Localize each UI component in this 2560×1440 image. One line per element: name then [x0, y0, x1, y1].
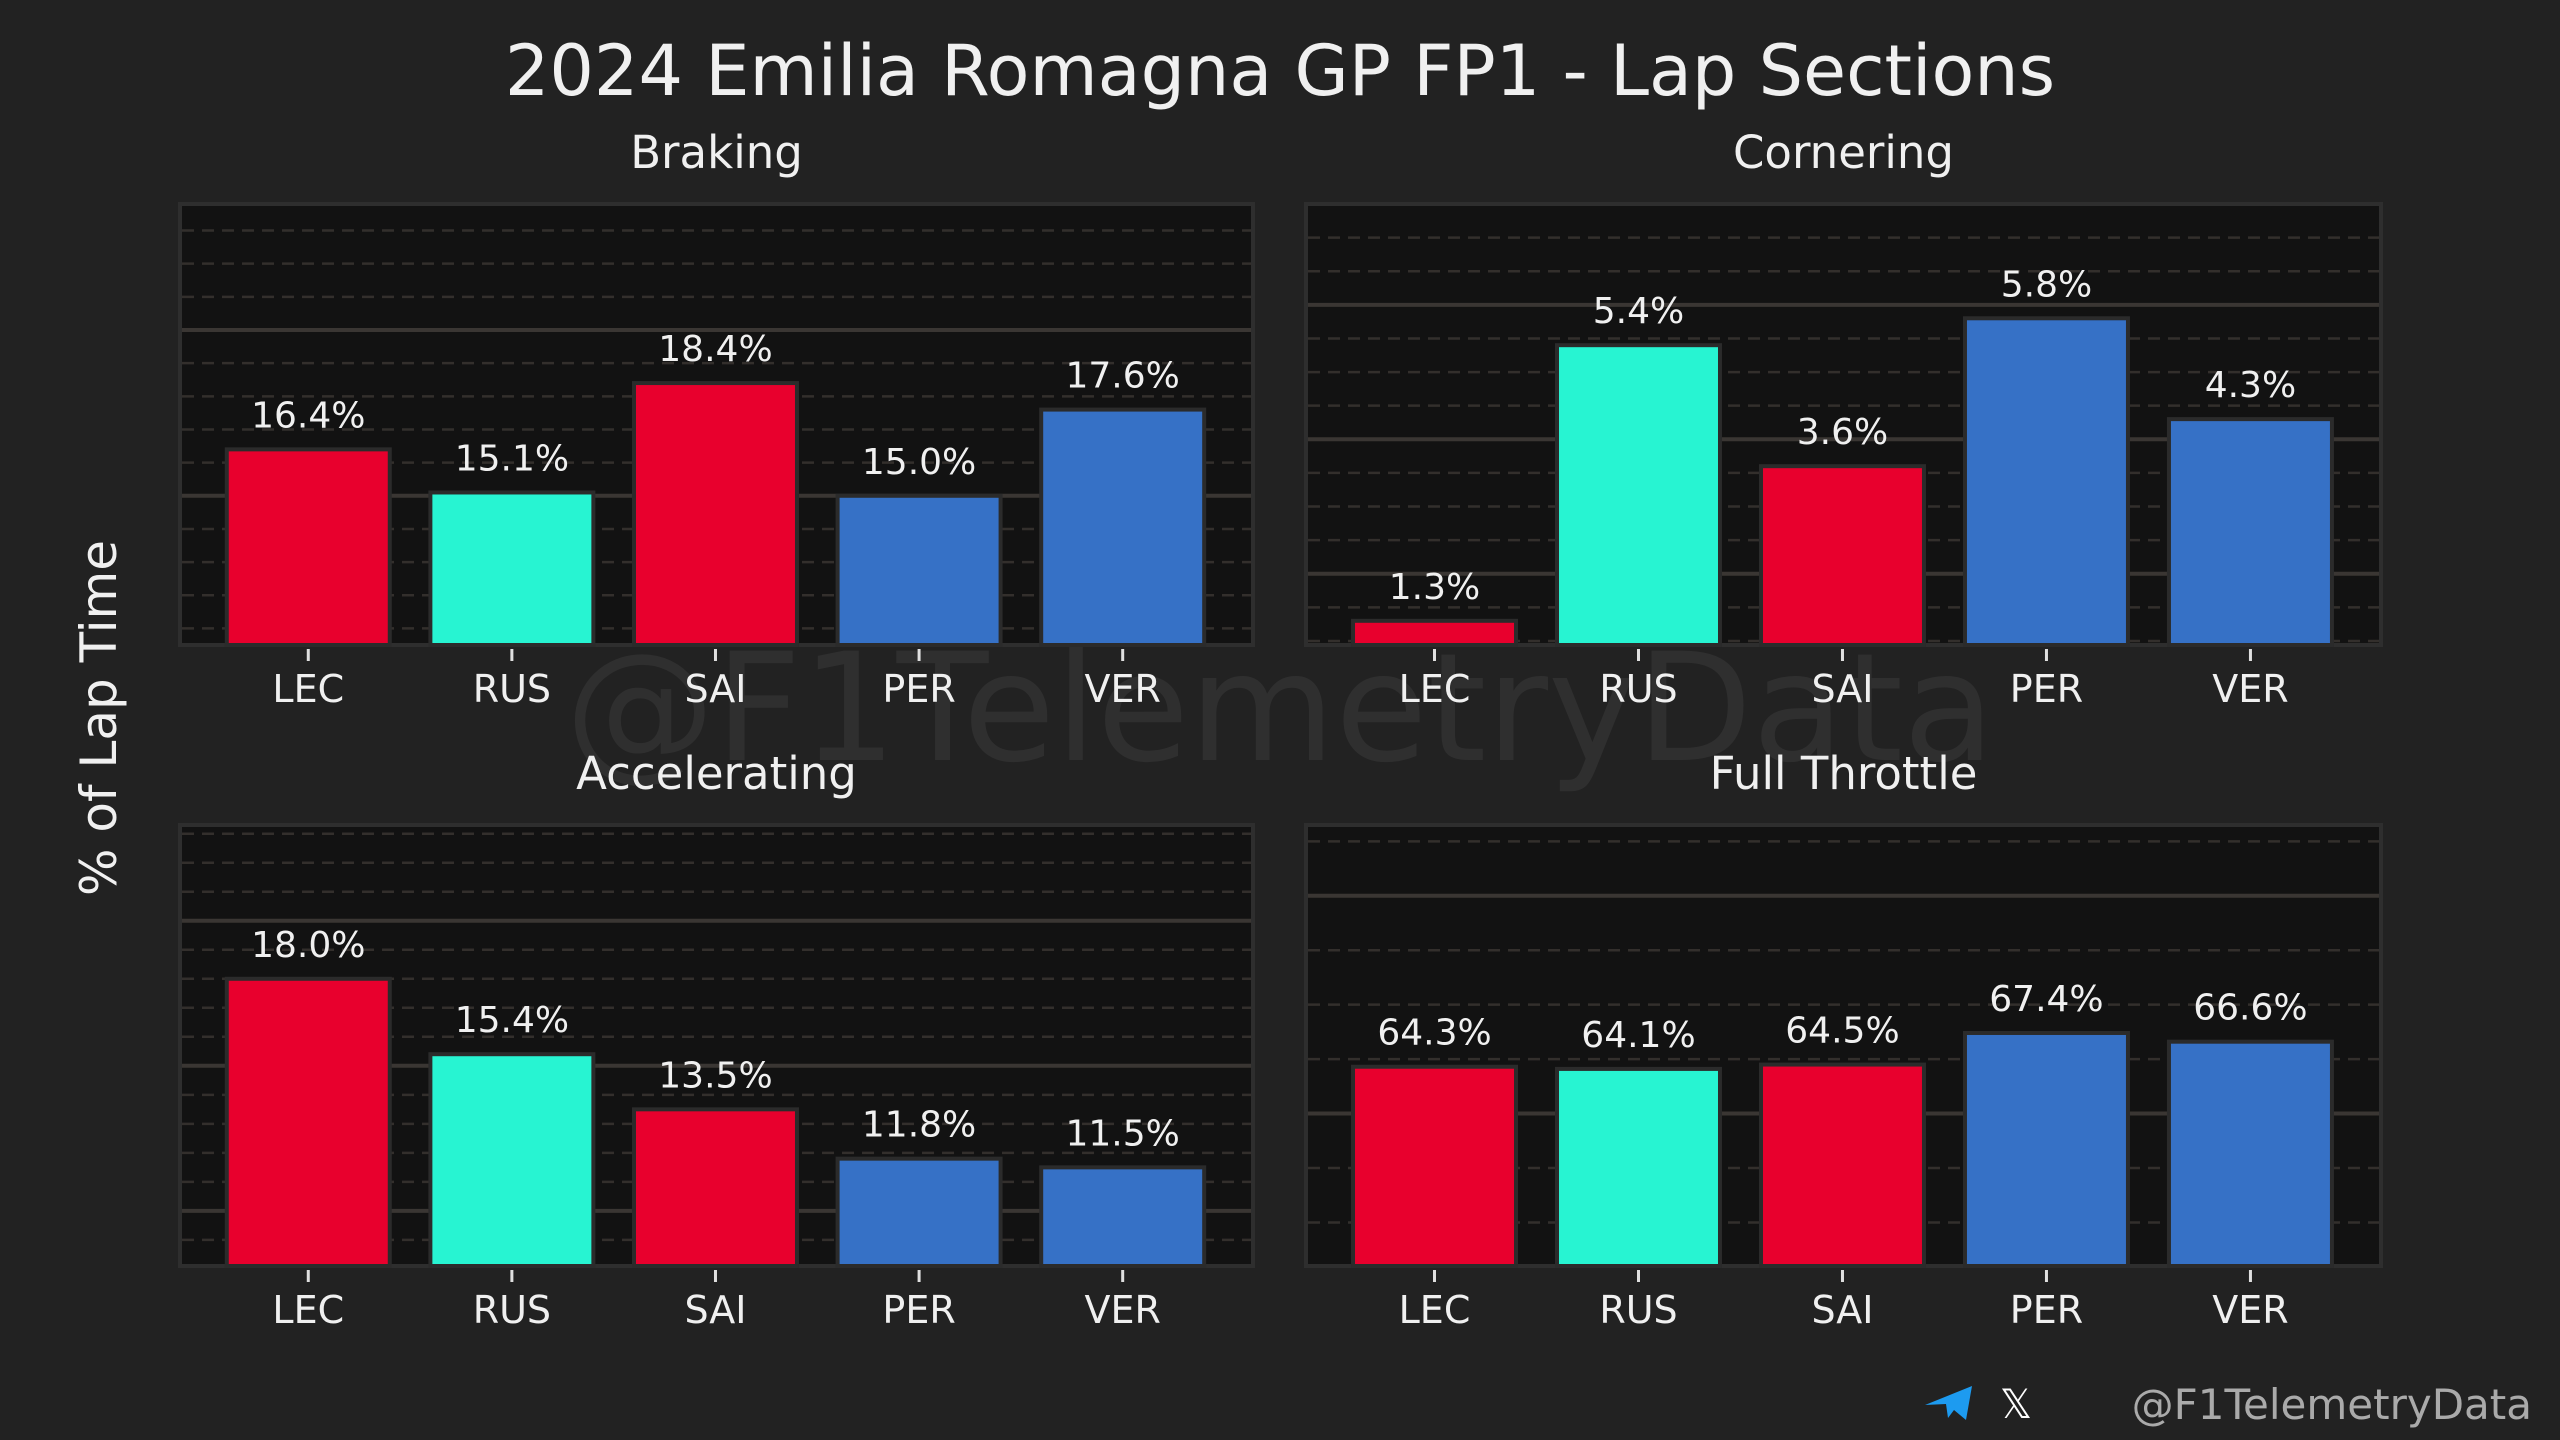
bar-per — [835, 493, 1003, 647]
x-tick-label: VER — [1084, 667, 1160, 711]
data-label: 15.0% — [862, 442, 976, 483]
data-label: 5.8% — [2001, 264, 2092, 305]
bar-sai — [1758, 1062, 1926, 1268]
bar-per — [1962, 316, 2130, 647]
x-icon: 𝕏 — [2000, 1382, 2032, 1428]
x-tick-label: VER — [2212, 1288, 2288, 1332]
x-tick-label: RUS — [473, 667, 551, 711]
x-tick-label: VER — [2212, 667, 2288, 711]
data-label: 15.4% — [455, 1000, 569, 1041]
bar-rus — [428, 1052, 596, 1269]
panel-title: Cornering — [1733, 126, 1954, 179]
data-label: 13.5% — [658, 1055, 772, 1096]
footer: 𝕏 @F1TelemetryData — [1925, 1380, 2532, 1429]
bar-rus — [1554, 343, 1722, 647]
data-label: 3.6% — [1797, 412, 1888, 453]
telegram-icon — [1925, 1386, 1972, 1420]
bar-lec — [224, 447, 392, 647]
x-tick-label: PER — [882, 667, 955, 711]
panel-braking: Braking 16.4% LEC 15.1% RUS 18.4% SAI 15.0% PER 1… — [178, 126, 1255, 711]
data-label: 5.4% — [1593, 291, 1684, 332]
data-label: 15.1% — [455, 438, 569, 479]
data-label: 4.3% — [2205, 365, 2296, 406]
bar-rus — [1554, 1066, 1722, 1269]
data-label: 1.3% — [1389, 567, 1480, 608]
data-label: 67.4% — [1989, 979, 2103, 1020]
bar-per — [835, 1156, 1003, 1269]
x-tick-label: PER — [882, 1288, 955, 1332]
bar-per — [1962, 1030, 2130, 1268]
x-tick-label: SAI — [1811, 1288, 1873, 1332]
panel-title: Braking — [630, 126, 803, 179]
x-tick-label: RUS — [1599, 1288, 1677, 1332]
x-tick-label: PER — [2010, 667, 2083, 711]
bar-ver — [2166, 417, 2334, 647]
panel-accelerating: Accelerating 18.0% LEC 15.4% RUS 13.5% SAI 11.8… — [178, 747, 1255, 1332]
x-tick-label: RUS — [1599, 667, 1677, 711]
panel-cornering: Cornering 1.3% LEC 5.4% RUS 3.6% SAI 5.8% PER 4.3… — [1304, 126, 2383, 711]
data-label: 64.1% — [1581, 1015, 1695, 1056]
bar-sai — [631, 1107, 799, 1269]
data-label: 64.3% — [1377, 1013, 1491, 1054]
data-label: 18.0% — [251, 925, 365, 966]
panel-title: Full Throttle — [1710, 747, 1978, 800]
chart-title: 2024 Emilia Romagna GP FP1 - Lap Section… — [505, 30, 2055, 112]
watermark: @F1TelemetryData — [565, 622, 1995, 796]
panel-title: Accelerating — [576, 747, 857, 800]
x-tick-label: SAI — [684, 1288, 746, 1332]
footer-handle: @F1TelemetryData — [2132, 1380, 2532, 1429]
bar-lec — [224, 976, 392, 1268]
bar-sai — [1758, 464, 1926, 647]
bar-ver — [1039, 1165, 1207, 1268]
data-label: 66.6% — [2193, 988, 2307, 1029]
data-label: 16.4% — [251, 395, 365, 436]
x-tick-label: SAI — [684, 667, 746, 711]
data-label: 17.6% — [1066, 356, 1180, 397]
bar-sai — [631, 381, 799, 647]
y-axis-label: % of Lap Time — [70, 540, 128, 896]
x-tick-label: SAI — [1811, 667, 1873, 711]
data-label: 11.5% — [1066, 1113, 1180, 1154]
x-tick-label: RUS — [473, 1288, 551, 1332]
bar-ver — [1039, 407, 1207, 647]
x-tick-label: PER — [2010, 1288, 2083, 1332]
bar-lec — [1351, 1064, 1519, 1268]
panel-full-throttle: Full Throttle 64.3% LEC 64.1% RUS 64.5% SAI 67.… — [1304, 747, 2383, 1332]
x-tick-label: LEC — [1399, 1288, 1471, 1332]
bar-ver — [2166, 1039, 2334, 1268]
x-tick-label: LEC — [1399, 667, 1471, 711]
data-label: 64.5% — [1785, 1011, 1899, 1052]
x-tick-label: LEC — [272, 1288, 344, 1332]
x-tick-label: VER — [1084, 1288, 1160, 1332]
bar-rus — [428, 490, 596, 648]
bar-lec — [1351, 618, 1519, 647]
data-label: 11.8% — [862, 1105, 976, 1146]
data-label: 18.4% — [658, 329, 772, 370]
x-tick-label: LEC — [272, 667, 344, 711]
